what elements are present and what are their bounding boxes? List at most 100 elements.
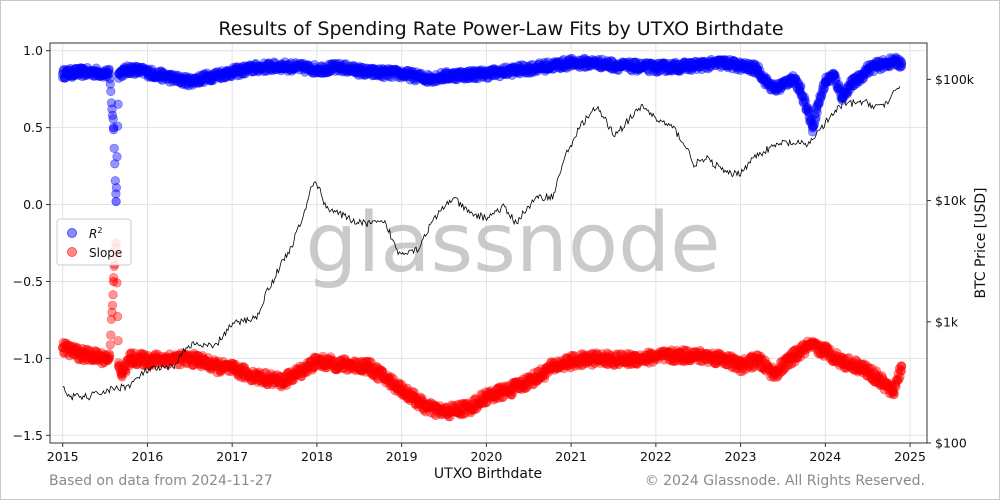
- x-tick-label: 2023: [725, 449, 757, 464]
- legend-label-r2-sup: 2: [97, 226, 102, 235]
- scatter-point-slope: [617, 355, 627, 365]
- scatter-point-slope: [803, 341, 814, 351]
- scatter-point-slope: [481, 392, 492, 402]
- scatter-point-r2: [113, 99, 123, 109]
- scatter-point-slope: [107, 300, 118, 310]
- y-right-tick-label: $100: [935, 436, 967, 451]
- footer-copyright: © 2024 Glassnode. All Rights Reserved.: [644, 473, 925, 489]
- y-axis-right-label: BTC Price [USD]: [973, 187, 989, 298]
- scatter-point-r2: [447, 70, 458, 80]
- scatter-point-r2: [854, 73, 864, 83]
- y-tick-label: 0.0: [23, 197, 43, 212]
- scatter-point-slope: [168, 353, 178, 364]
- watermark: glassnode: [305, 196, 720, 291]
- scatter-point-r2: [109, 143, 119, 153]
- scatter-point-r2: [846, 79, 856, 90]
- y-right-tick-label: $100k: [935, 72, 975, 87]
- scatter-point-r2: [481, 69, 492, 79]
- scatter-point-slope: [113, 336, 123, 346]
- scatter-point-r2: [507, 66, 517, 76]
- scatter-point-r2: [807, 122, 818, 133]
- scatter-point-slope: [210, 361, 220, 371]
- scatter-point-slope: [718, 353, 729, 364]
- scatter-point-r2: [363, 67, 373, 77]
- legend-label-r2-base: R: [89, 227, 97, 241]
- scatter-point-slope: [871, 372, 881, 382]
- x-tick-label: 2020: [470, 449, 502, 464]
- scatter-point-r2: [769, 84, 780, 94]
- scatter-point-slope: [422, 403, 432, 413]
- scatter-point-r2: [591, 58, 602, 68]
- y-tick-label: −1.5: [13, 428, 43, 443]
- y-tick-label: 0.5: [23, 120, 43, 135]
- scatter-point-slope: [75, 349, 85, 359]
- scatter-point-slope: [112, 311, 123, 322]
- y-tick-label: −1.0: [13, 351, 43, 366]
- scatter-point-slope: [278, 376, 288, 387]
- scatter-point-r2: [185, 76, 195, 87]
- y-right-tick-label: $10k: [935, 193, 967, 208]
- footer-data-date: Based on data from 2024-11-27: [49, 473, 273, 489]
- x-tick-label: 2021: [555, 449, 587, 464]
- scatter-point-r2: [278, 61, 288, 71]
- scatter-point-slope: [193, 355, 203, 365]
- scatter-point-r2: [210, 70, 220, 80]
- scatter-point-r2: [111, 196, 121, 207]
- scatter-point-slope: [896, 361, 907, 371]
- scatter-point-r2: [337, 62, 347, 73]
- legend-marker-slope: [67, 247, 77, 257]
- x-tick-label: 2024: [809, 449, 841, 464]
- scatter-point-r2: [532, 62, 542, 73]
- scatter-point-r2: [617, 61, 627, 71]
- scatter-point-slope: [117, 369, 127, 379]
- scatter-point-r2: [871, 61, 881, 71]
- scatter-point-slope: [91, 352, 102, 362]
- scatter-point-slope: [312, 356, 322, 367]
- scatter-point-slope: [854, 361, 864, 371]
- x-tick-label: 2019: [386, 449, 418, 464]
- scatter-point-r2: [812, 104, 822, 114]
- scatter-point-slope: [888, 387, 898, 397]
- scatter-point-r2: [105, 79, 115, 89]
- scatter-point-r2: [110, 159, 120, 169]
- scatter-point-r2: [142, 67, 152, 77]
- scatter-point-slope: [337, 359, 347, 370]
- scatter-point-r2: [685, 61, 695, 71]
- scatter-point-slope: [105, 340, 115, 350]
- x-tick-label: 2018: [301, 449, 333, 464]
- scatter-point-slope: [685, 350, 695, 360]
- legend-marker-r2: [67, 228, 77, 238]
- scatter-point-slope: [651, 352, 661, 362]
- scatter-point-r2: [227, 67, 237, 77]
- scatter-point-r2: [718, 58, 729, 68]
- scatter-point-r2: [803, 107, 814, 117]
- scatter-point-slope: [104, 353, 114, 364]
- scatter-point-r2: [125, 64, 136, 74]
- scatter-point-r2: [75, 67, 85, 77]
- scatter-point-r2: [896, 58, 907, 68]
- y-tick-label: −0.5: [13, 274, 43, 289]
- y-axis-right: $100 $1k $10k $100k: [927, 72, 975, 451]
- scatter-point-r2: [110, 176, 120, 186]
- scatter-point-slope: [769, 369, 780, 379]
- scatter-point-r2: [651, 62, 661, 73]
- scatter-point-r2: [795, 82, 805, 93]
- scatter-point-r2: [422, 73, 432, 83]
- scatter-point-r2: [752, 64, 763, 74]
- scatter-point-r2: [837, 92, 847, 102]
- y-axis-left: −1.5 −1.0 −0.5 0.0 0.5 1.0: [13, 43, 50, 443]
- plot-marks: [58, 52, 907, 422]
- x-tick-label: 2015: [47, 449, 79, 464]
- scatter-point-r2-group: [58, 52, 907, 207]
- scatter-point-slope: [397, 384, 407, 394]
- scatter-point-r2: [786, 73, 797, 83]
- scatter-point-slope: [549, 361, 559, 371]
- scatter-point-slope: [108, 276, 119, 287]
- scatter-point-slope: [125, 353, 136, 364]
- scatter-point-r2: [829, 70, 839, 80]
- scatter-point-r2: [112, 152, 122, 162]
- scatter-point-r2: [111, 183, 121, 193]
- scatter-point-slope: [820, 346, 830, 356]
- legend: R2 Slope: [56, 218, 132, 266]
- scatter-point-r2: [863, 64, 873, 74]
